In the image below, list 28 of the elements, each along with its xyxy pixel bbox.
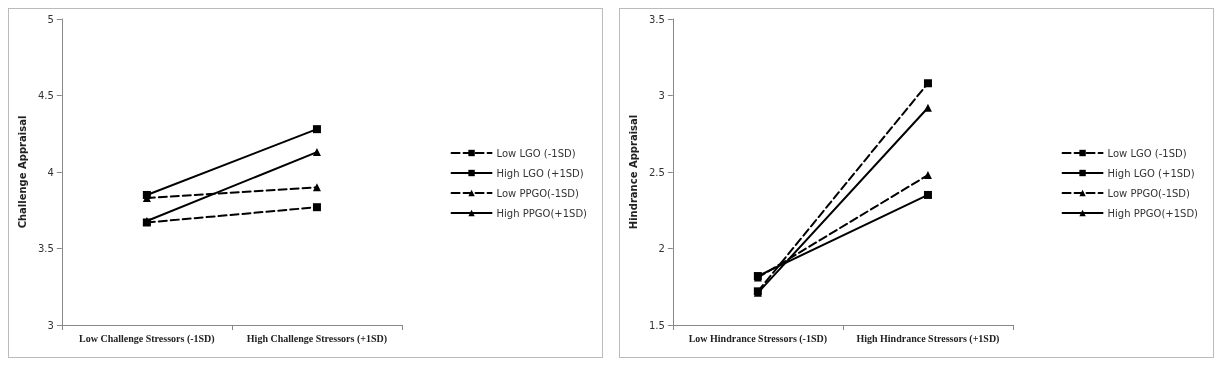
y-tick-label: 3.5 [37, 243, 54, 254]
point [312, 203, 321, 212]
y-tick-label: 4 [47, 166, 54, 178]
legend-label: Low PPGO(-1SD) [496, 187, 580, 199]
legend-label: High PPGO(+1SD) [496, 207, 588, 219]
point [923, 190, 932, 199]
y-tick-label: 2 [658, 243, 665, 254]
y-tick-label: 3.5 [648, 13, 665, 25]
y-axis-title: Challenge Appraisal [16, 115, 28, 229]
y-tick-label: 3 [658, 90, 665, 101]
y-tick-label: 1.5 [648, 319, 665, 331]
y-tick-label: 3 [47, 319, 54, 331]
legend-label: High PPGO(+1SD) [1107, 207, 1199, 219]
x-tick-label: Low Challenge Stressors (-1SD) [79, 332, 215, 345]
y-tick-label: 2.5 [648, 166, 665, 178]
point [923, 79, 932, 88]
legend-label: Low LGO (-1SD) [1107, 147, 1187, 159]
legend-label: Low PPGO(-1SD) [1107, 187, 1191, 199]
x-tick-label: Low Hindrance Stressors (-1SD) [688, 332, 828, 345]
legend-label: High LGO (+1SD) [496, 167, 584, 179]
legend-label: Low LGO (-1SD) [496, 147, 576, 159]
y-tick-label: 5 [47, 13, 54, 25]
point [312, 125, 321, 134]
y-axis-title: Hindrance Appraisal [627, 114, 639, 230]
x-tick-label: High Challenge Stressors (+1SD) [246, 332, 388, 345]
y-tick-label: 4.5 [37, 90, 54, 101]
x-tick-label: High Hindrance Stressors (+1SD) [856, 332, 1000, 345]
legend-label: High LGO (+1SD) [1107, 167, 1195, 179]
